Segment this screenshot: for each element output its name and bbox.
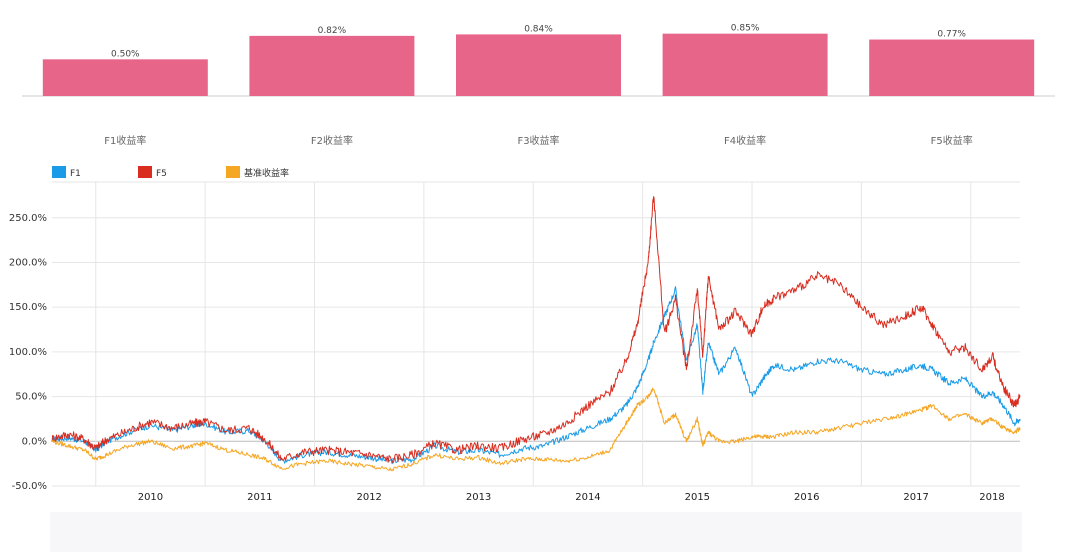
y-tick-label: 150.0% [9,302,47,313]
bar-value-label: 0.84% [524,24,553,34]
x-tick-label: 2016 [794,492,819,503]
legend-swatch[interactable] [138,166,152,178]
x-tick-label: 2013 [466,492,491,503]
navigator-band [50,512,1022,552]
bar-value-label: 0.77% [937,30,966,40]
bar-3 [456,34,621,96]
x-tick-label: 2014 [575,492,600,503]
x-tick-label: 2018 [979,492,1004,503]
bar-chart: 0.50% F1收益率 0.82% F2收益率 0.84% F3收益率 0.85% F4收益率… [22,24,1055,147]
legend-swatch[interactable] [52,166,66,178]
bar-4 [662,33,828,96]
bar-category-label: F2收益率 [311,134,353,147]
x-tick-label: 2010 [138,492,163,503]
x-tick-label: 2012 [356,492,381,503]
y-tick-label: 100.0% [9,347,47,358]
series-line-2 [51,196,1021,464]
bar-value-label: 0.85% [731,24,760,34]
legend-label[interactable]: F5 [156,169,167,179]
bar-category-label: F5收益率 [931,134,973,147]
y-tick-label: -50.0% [12,481,47,492]
y-tick-label: 0.0% [22,436,47,447]
legend-label[interactable]: 基准收益率 [244,167,289,179]
bar-2 [249,35,415,96]
x-tick-label: 2011 [247,492,272,503]
y-tick-label: 200.0% [9,257,47,268]
legend-label[interactable]: F1 [70,169,81,179]
y-tick-label: 50.0% [15,392,47,403]
bar-5 [869,39,1035,96]
bar-value-label: 0.50% [111,49,140,59]
bar-value-label: 0.82% [318,26,347,36]
x-tick-label: 2015 [685,492,710,503]
line-chart: 250.0% 200.0% 150.0% 100.0% 50.0% 0.0% -50.0% 2… [9,166,1021,503]
legend-swatch[interactable] [226,166,240,178]
y-tick-label: 250.0% [9,213,47,224]
bar-1 [42,59,208,96]
series-line-3 [51,387,1021,472]
bar-category-label: F4收益率 [724,134,766,147]
bar-category-label: F3收益率 [517,134,559,147]
bar-category-label: F1收益率 [104,134,146,147]
x-tick-label: 2017 [903,492,928,503]
